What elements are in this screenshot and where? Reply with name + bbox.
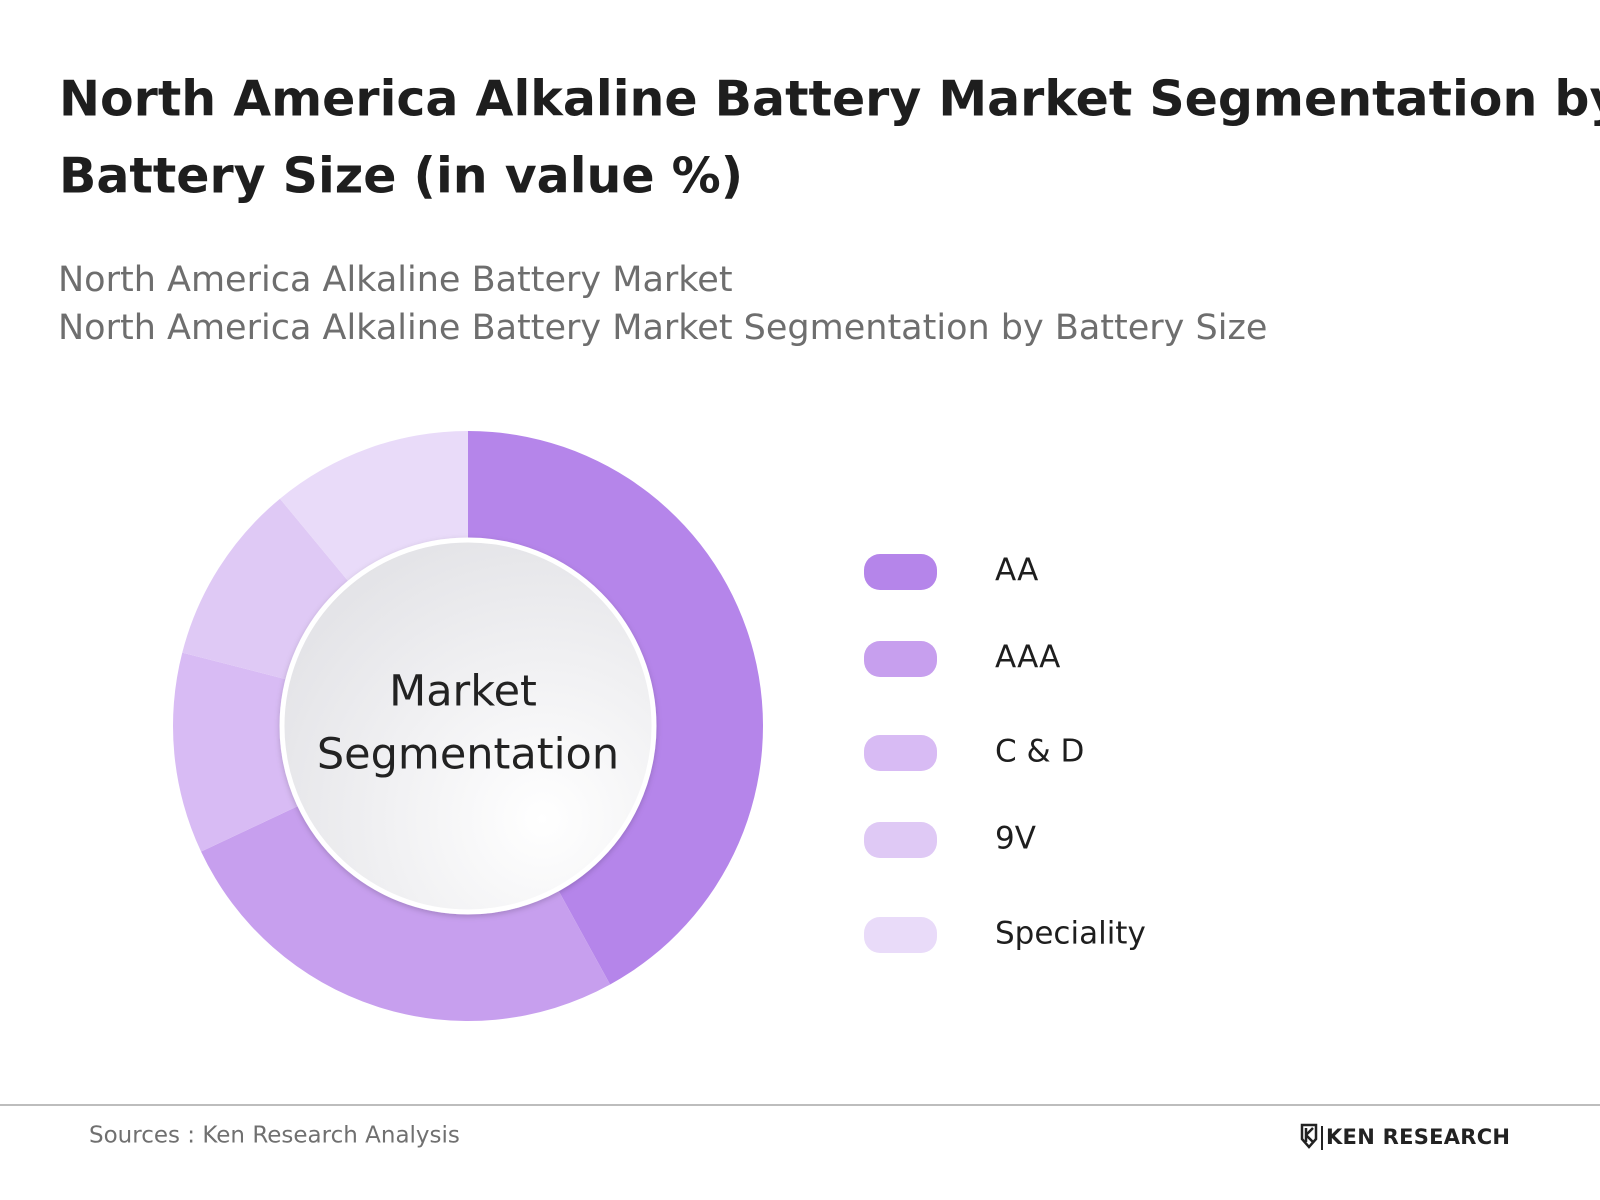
chart-subtitle: North America Alkaline Battery Market xyxy=(58,260,733,300)
legend-swatch xyxy=(864,735,937,771)
donut-center xyxy=(279,537,657,915)
legend-swatch xyxy=(864,641,937,677)
donut-slice xyxy=(201,805,611,1021)
donut-slice xyxy=(172,652,300,852)
source-note: Sources : Ken Research Analysis xyxy=(89,1123,460,1149)
legend-label: Speciality xyxy=(995,916,1146,952)
donut xyxy=(172,431,763,1021)
legend-swatch xyxy=(864,917,937,953)
center-label: Market xyxy=(389,667,537,717)
logo-text: KEN RESEARCH xyxy=(1326,1125,1510,1149)
chart-title: Battery Size (in value %) xyxy=(59,148,743,205)
legend-label: C & D xyxy=(995,734,1084,770)
legend-swatch xyxy=(864,822,937,858)
legend-label: AA xyxy=(995,553,1038,589)
chart-title: North America Alkaline Battery Market Se… xyxy=(59,71,1600,128)
legend-label: 9V xyxy=(995,821,1036,857)
center-label: Segmentation xyxy=(317,730,619,780)
logo-icon xyxy=(1300,1123,1323,1150)
legend-label: AAA xyxy=(995,640,1060,676)
legend-swatch xyxy=(864,554,937,590)
chart-subtitle: North America Alkaline Battery Market Se… xyxy=(58,308,1267,348)
donut-slice xyxy=(182,498,350,680)
donut-slice xyxy=(468,431,763,985)
